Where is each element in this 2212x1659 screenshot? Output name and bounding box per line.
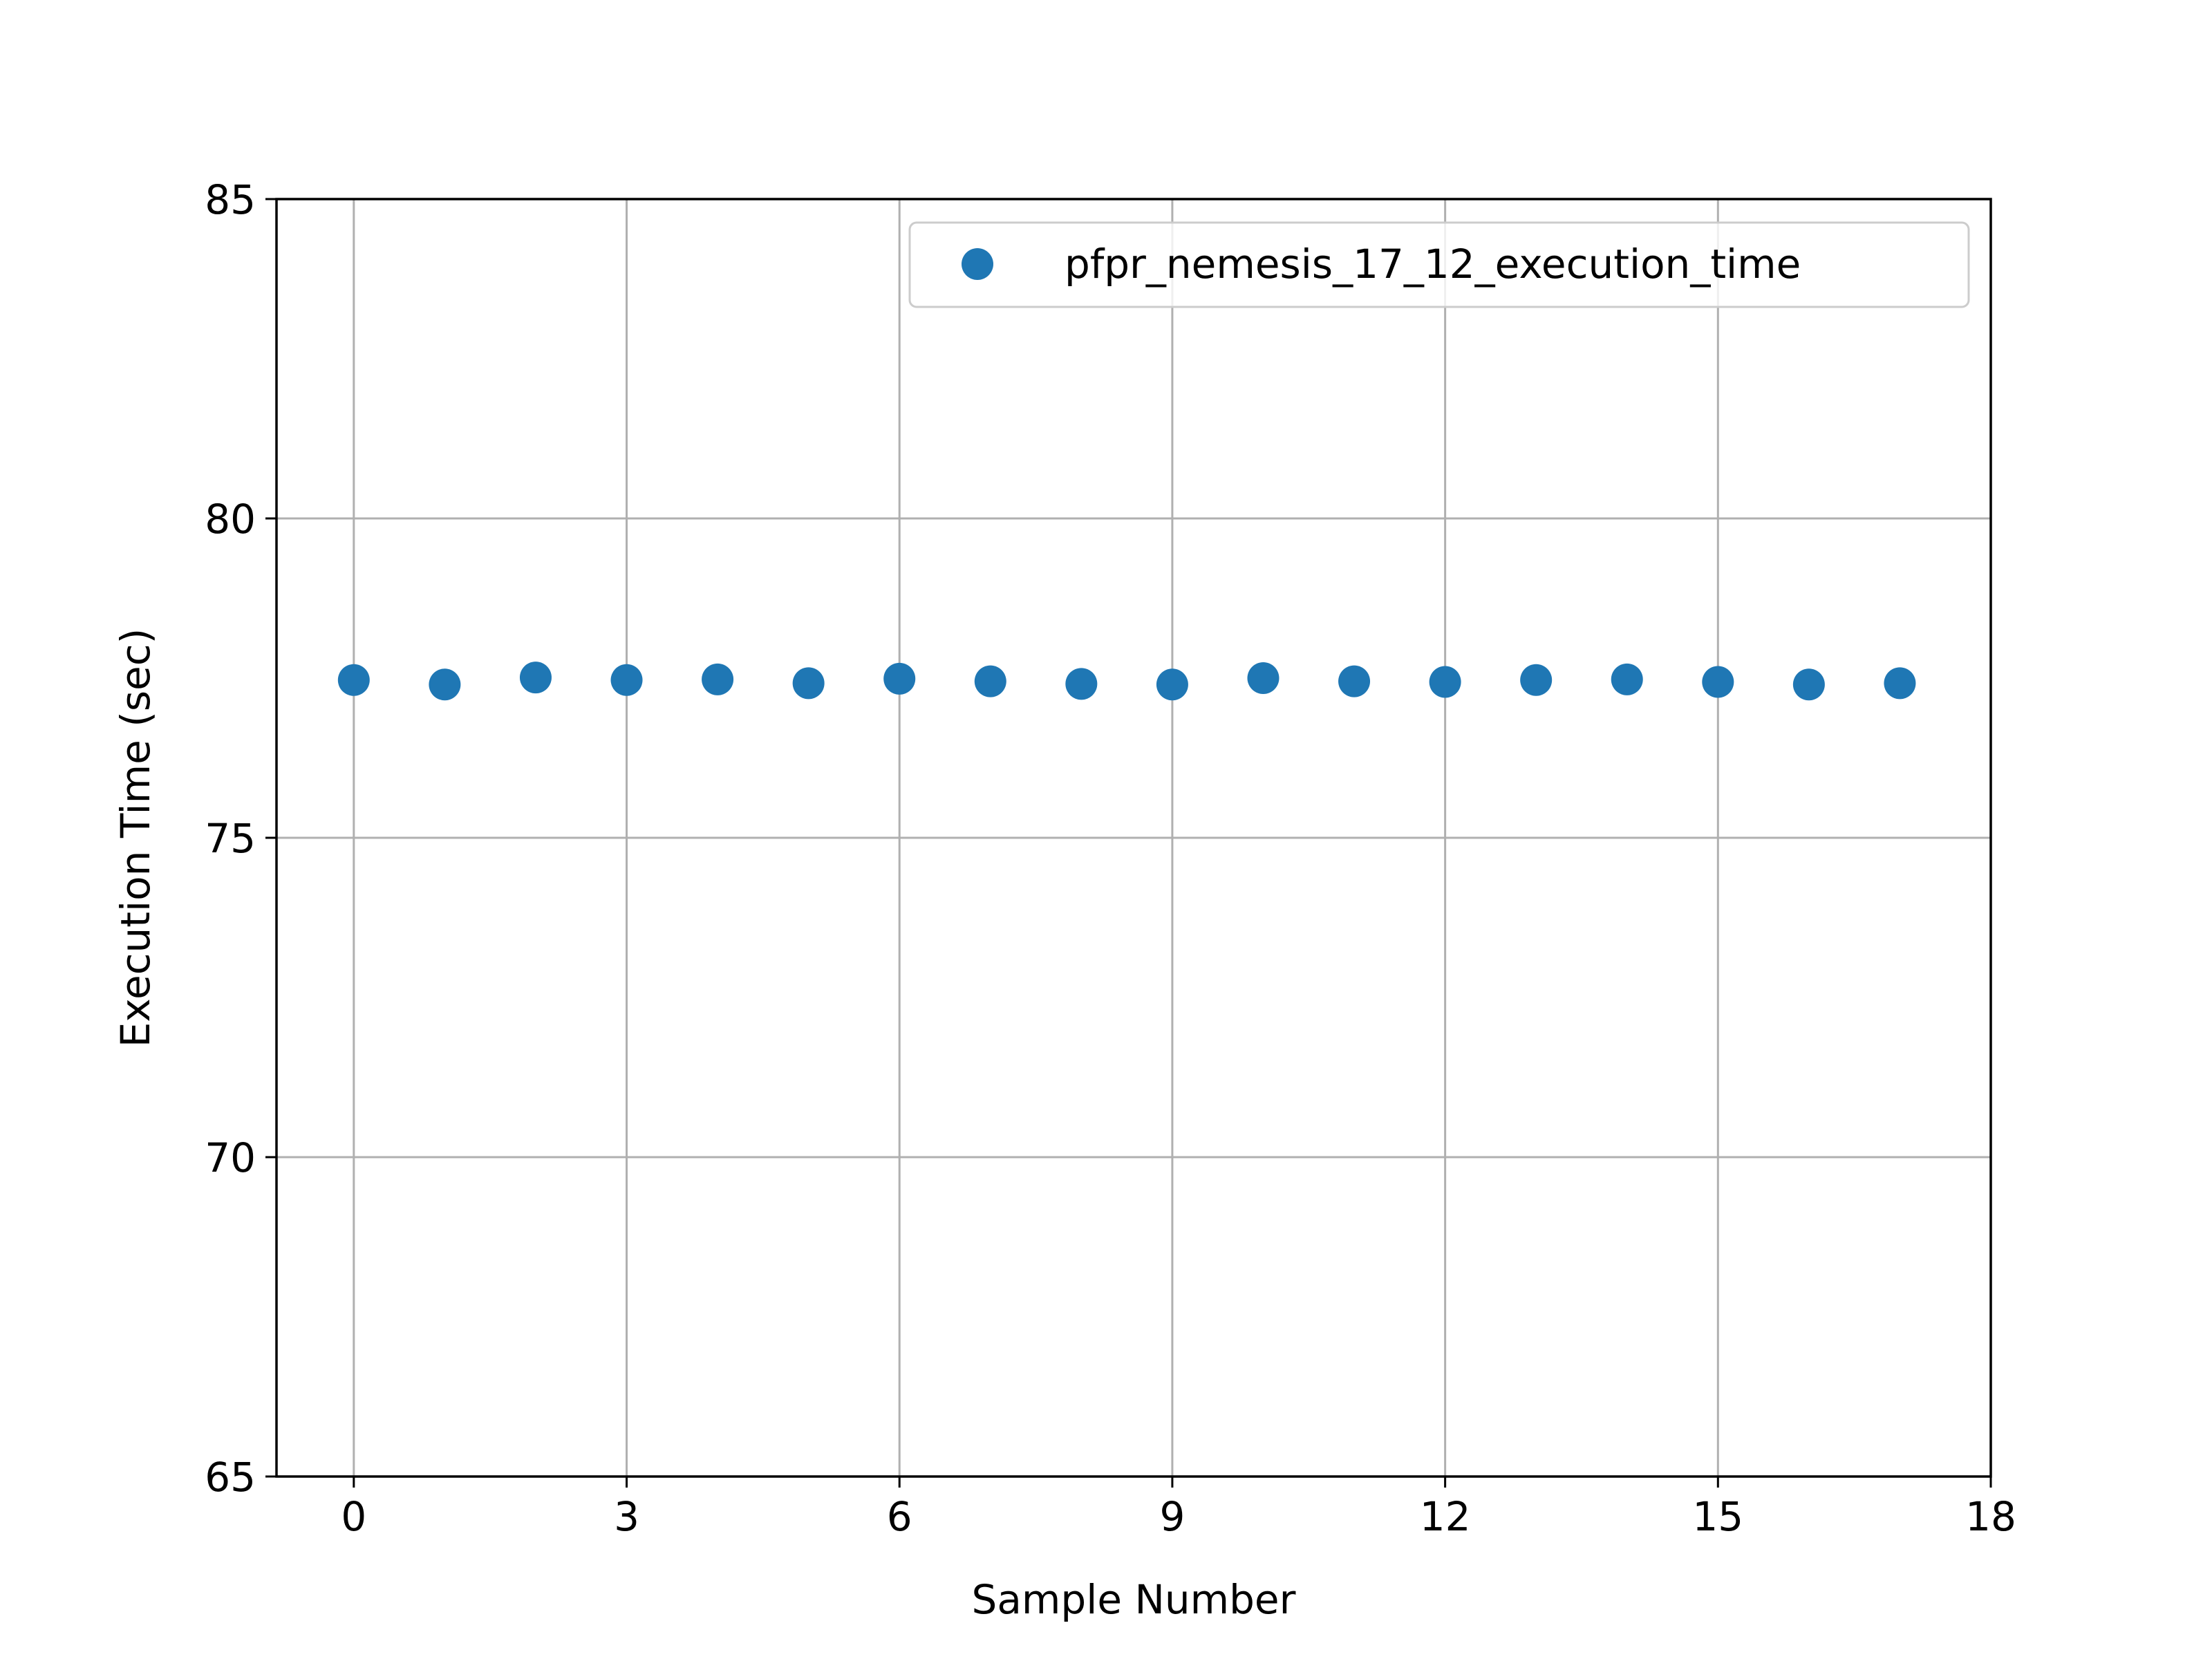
x-tick-label: 0: [341, 1493, 366, 1540]
legend-box: [908, 221, 1970, 308]
y-tick-label: 65: [205, 1454, 256, 1501]
legend: pfpr_nemesis_17_12_execution_time: [908, 221, 1970, 308]
data-point: [610, 664, 643, 696]
data-point: [519, 662, 552, 694]
data-point: [702, 663, 734, 695]
legend-marker: [962, 248, 993, 280]
data-point: [1065, 668, 1098, 700]
data-point: [429, 668, 461, 701]
y-axis-label: Execution Time (sec): [112, 628, 159, 1047]
x-axis-label: Sample Number: [972, 1576, 1296, 1623]
data-point: [1429, 666, 1461, 698]
x-tick-label: 15: [1692, 1493, 1743, 1540]
data-point: [1884, 667, 1916, 700]
data-points: [337, 662, 1916, 701]
data-point: [1792, 668, 1825, 701]
data-point: [883, 662, 916, 695]
data-point: [974, 665, 1006, 697]
legend-label: pfpr_nemesis_17_12_execution_time: [1065, 241, 1801, 288]
y-tick-label: 75: [205, 815, 256, 862]
data-point: [1156, 668, 1188, 701]
data-point: [337, 664, 370, 696]
data-point: [1702, 666, 1734, 698]
data-point: [792, 667, 825, 700]
x-tick-label: 9: [1159, 1493, 1185, 1540]
x-tick-label: 12: [1420, 1493, 1471, 1540]
y-tick-label: 70: [205, 1134, 256, 1181]
y-tick-label: 85: [205, 176, 256, 223]
x-tick-label: 18: [1965, 1493, 2016, 1540]
data-point: [1520, 664, 1553, 696]
data-point: [1611, 663, 1643, 695]
x-tick-label: 6: [887, 1493, 912, 1540]
data-point: [1338, 665, 1371, 697]
x-tick-label: 3: [614, 1493, 639, 1540]
y-tick-label: 80: [205, 496, 256, 543]
data-point: [1247, 662, 1280, 694]
axis-ticks: 0 3 6 9 12 15 18 65 70 75 80 85: [205, 176, 2016, 1540]
